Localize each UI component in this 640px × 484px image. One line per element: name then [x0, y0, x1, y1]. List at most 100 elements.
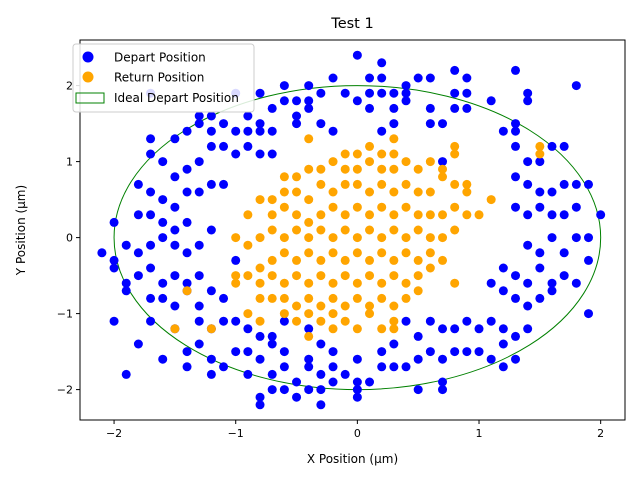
depart-position-point — [255, 126, 265, 136]
return-position-point — [401, 233, 411, 243]
return-position-point — [401, 248, 411, 258]
depart-position-point — [158, 293, 168, 303]
return-position-point — [340, 225, 350, 235]
depart-position-point — [438, 119, 448, 129]
depart-position-point — [255, 392, 265, 402]
return-position-point — [352, 202, 362, 212]
return-position-point — [279, 248, 289, 258]
depart-position-point — [547, 233, 557, 243]
return-position-point — [425, 157, 435, 167]
depart-position-point — [413, 73, 423, 83]
depart-position-point — [146, 293, 156, 303]
return-position-point — [425, 210, 435, 220]
return-position-point — [389, 255, 399, 265]
depart-position-point — [511, 293, 521, 303]
depart-position-point — [267, 149, 277, 159]
plot-frame — [79, 39, 626, 421]
return-position-point — [413, 164, 423, 174]
depart-position-point — [255, 354, 265, 364]
depart-position-point — [267, 339, 277, 349]
depart-position-point — [401, 362, 411, 372]
depart-position-point — [559, 141, 569, 151]
depart-position-point — [194, 316, 204, 326]
depart-position-point — [328, 126, 338, 136]
return-position-point — [365, 255, 375, 265]
return-position-point — [328, 278, 338, 288]
depart-position-point — [121, 240, 131, 250]
depart-position-point — [389, 103, 399, 113]
depart-position-point — [109, 217, 119, 227]
return-position-point — [365, 309, 375, 319]
return-position-point — [304, 195, 314, 205]
depart-position-point — [498, 126, 508, 136]
depart-position-point — [596, 210, 606, 220]
depart-position-point — [292, 111, 302, 121]
return-position-point — [389, 271, 399, 281]
depart-position-point — [133, 210, 143, 220]
depart-position-point — [170, 271, 180, 281]
return-position-point — [243, 271, 253, 281]
return-position-point — [279, 278, 289, 288]
return-position-point — [279, 309, 289, 319]
depart-position-point — [511, 172, 521, 182]
depart-position-point — [255, 88, 265, 98]
return-position-point — [389, 316, 399, 326]
depart-position-point — [146, 240, 156, 250]
depart-position-point — [425, 73, 435, 83]
return-position-point — [328, 157, 338, 167]
return-position-point — [450, 149, 460, 159]
return-position-point — [255, 195, 265, 205]
depart-position-point — [304, 385, 314, 395]
return-position-point — [365, 301, 375, 311]
depart-position-point — [170, 240, 180, 250]
return-position-point — [255, 293, 265, 303]
y-tick-label: −1 — [57, 308, 73, 321]
return-position-point — [389, 210, 399, 220]
return-position-point — [352, 179, 362, 189]
return-position-point — [401, 202, 411, 212]
return-position-point — [352, 233, 362, 243]
depart-position-point — [109, 255, 119, 265]
depart-position-point — [316, 339, 326, 349]
depart-position-point — [474, 324, 484, 334]
depart-position-point — [194, 111, 204, 121]
return-position-point — [340, 255, 350, 265]
return-position-point — [438, 210, 448, 220]
return-position-point — [292, 271, 302, 281]
depart-position-point — [523, 157, 533, 167]
return-position-point — [267, 255, 277, 265]
return-position-point — [377, 324, 387, 334]
depart-position-point — [511, 126, 521, 136]
return-position-point — [535, 149, 545, 159]
return-position-point — [340, 210, 350, 220]
return-position-point — [352, 248, 362, 258]
depart-position-point — [511, 65, 521, 75]
legend-patch-ideal — [75, 92, 105, 104]
depart-position-point — [194, 157, 204, 167]
return-position-point — [377, 233, 387, 243]
depart-position-point — [486, 278, 496, 288]
depart-position-point — [571, 233, 581, 243]
depart-position-point — [340, 369, 350, 379]
depart-position-point — [304, 96, 314, 106]
return-position-point — [304, 293, 314, 303]
depart-position-point — [401, 96, 411, 106]
depart-position-point — [194, 240, 204, 250]
depart-position-point — [182, 347, 192, 357]
return-position-point — [450, 179, 460, 189]
return-position-point — [304, 217, 314, 227]
return-position-point — [425, 187, 435, 197]
depart-position-point — [547, 286, 557, 296]
x-tick-label: −1 — [228, 427, 244, 440]
depart-position-point — [450, 103, 460, 113]
return-position-point — [316, 301, 326, 311]
depart-position-point — [206, 179, 216, 189]
return-position-point — [316, 164, 326, 174]
depart-position-point — [523, 301, 533, 311]
return-position-point — [389, 324, 399, 334]
return-position-point — [328, 233, 338, 243]
return-position-point — [340, 149, 350, 159]
depart-position-point — [194, 339, 204, 349]
depart-position-point — [219, 119, 229, 129]
return-position-point — [304, 248, 314, 258]
